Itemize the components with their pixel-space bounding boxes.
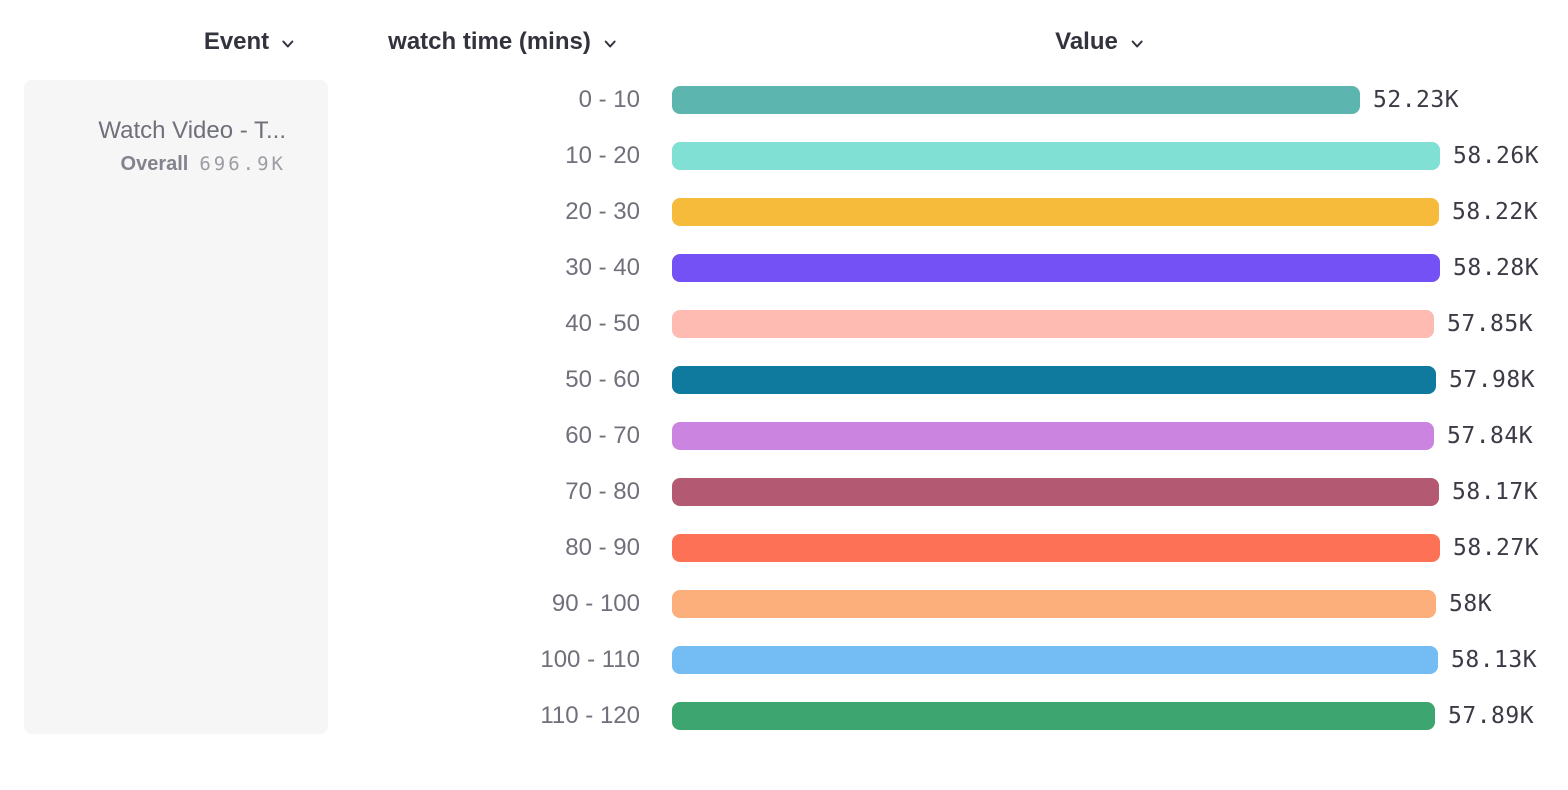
- bucket-label: 80 - 90: [565, 534, 640, 561]
- bar-row: 80 - 90 58.27K: [0, 520, 1568, 576]
- bar-value: 57.98K: [1449, 367, 1536, 393]
- bar-segment[interactable]: [672, 254, 1440, 282]
- bucket-label: 50 - 60: [565, 366, 640, 393]
- bar-segment[interactable]: [672, 86, 1360, 114]
- bar-chart: 0 - 10 52.23K 10 - 20 58.26K 20 - 30 58.…: [0, 72, 1568, 744]
- chevron-down-icon: [282, 40, 294, 47]
- bar-value: 58.22K: [1452, 199, 1539, 225]
- bar-value: 57.89K: [1448, 703, 1535, 729]
- bar-value: 57.85K: [1447, 311, 1534, 337]
- breakdown-column-label: watch time (mins): [388, 28, 591, 55]
- bar-row: 30 - 40 58.28K: [0, 240, 1568, 296]
- event-card[interactable]: Watch Video - T... Overall 696.9K: [24, 80, 328, 734]
- bar-row: 10 - 20 58.26K: [0, 128, 1568, 184]
- overall-value: 696.9K: [199, 153, 286, 175]
- bar-row: 110 - 120 57.89K: [0, 688, 1568, 744]
- bar-segment[interactable]: [672, 478, 1439, 506]
- bar-segment[interactable]: [672, 534, 1440, 562]
- bar-value: 58.28K: [1453, 255, 1540, 281]
- value-column-header[interactable]: Value: [1055, 26, 1145, 58]
- chevron-down-icon: [604, 40, 616, 47]
- bar-row: 40 - 50 57.85K: [0, 296, 1568, 352]
- bar-value: 52.23K: [1373, 87, 1460, 113]
- bar-row: 100 - 110 58.13K: [0, 632, 1568, 688]
- bar-row: 70 - 80 58.17K: [0, 464, 1568, 520]
- bucket-label: 100 - 110: [540, 646, 640, 673]
- bar-row: 60 - 70 57.84K: [0, 408, 1568, 464]
- bucket-label: 90 - 100: [551, 590, 640, 617]
- bar-value: 58.26K: [1453, 143, 1540, 169]
- bar-value: 58.27K: [1453, 535, 1540, 561]
- bar-value: 58K: [1449, 591, 1493, 617]
- value-column-label: Value: [1055, 28, 1118, 55]
- overall-label: Overall: [120, 153, 189, 175]
- bucket-label: 30 - 40: [565, 254, 640, 281]
- bar-segment[interactable]: [672, 702, 1435, 730]
- event-column-label: Event: [203, 28, 270, 55]
- event-name[interactable]: Watch Video - T...: [98, 117, 286, 144]
- bar-segment[interactable]: [672, 142, 1440, 170]
- bucket-label: 40 - 50: [565, 310, 640, 337]
- overall-row: Overall 696.9K: [24, 153, 286, 176]
- bar-value: 58.13K: [1451, 647, 1538, 673]
- bar-value: 58.17K: [1452, 479, 1539, 505]
- breakdown-column-header[interactable]: watch time (mins): [388, 26, 618, 58]
- bucket-label: 10 - 20: [565, 142, 640, 169]
- bar-segment[interactable]: [672, 198, 1439, 226]
- bar-value: 57.84K: [1447, 423, 1534, 449]
- bucket-label: 60 - 70: [565, 422, 640, 449]
- bucket-label: 70 - 80: [565, 478, 640, 505]
- bucket-label: 110 - 120: [540, 702, 640, 729]
- bucket-label: 0 - 10: [578, 86, 640, 113]
- bar-row: 20 - 30 58.22K: [0, 184, 1568, 240]
- bar-segment[interactable]: [672, 366, 1436, 394]
- bar-row: 50 - 60 57.98K: [0, 352, 1568, 408]
- bar-segment[interactable]: [672, 646, 1438, 674]
- bar-row: 90 - 100 58K: [0, 576, 1568, 632]
- bar-segment[interactable]: [672, 422, 1434, 450]
- bucket-label: 20 - 30: [565, 198, 640, 225]
- bar-segment[interactable]: [672, 590, 1436, 618]
- event-column-header[interactable]: Event: [204, 26, 296, 58]
- bar-segment[interactable]: [672, 310, 1434, 338]
- bar-row: 0 - 10 52.23K: [0, 72, 1568, 128]
- chevron-down-icon: [1131, 40, 1143, 47]
